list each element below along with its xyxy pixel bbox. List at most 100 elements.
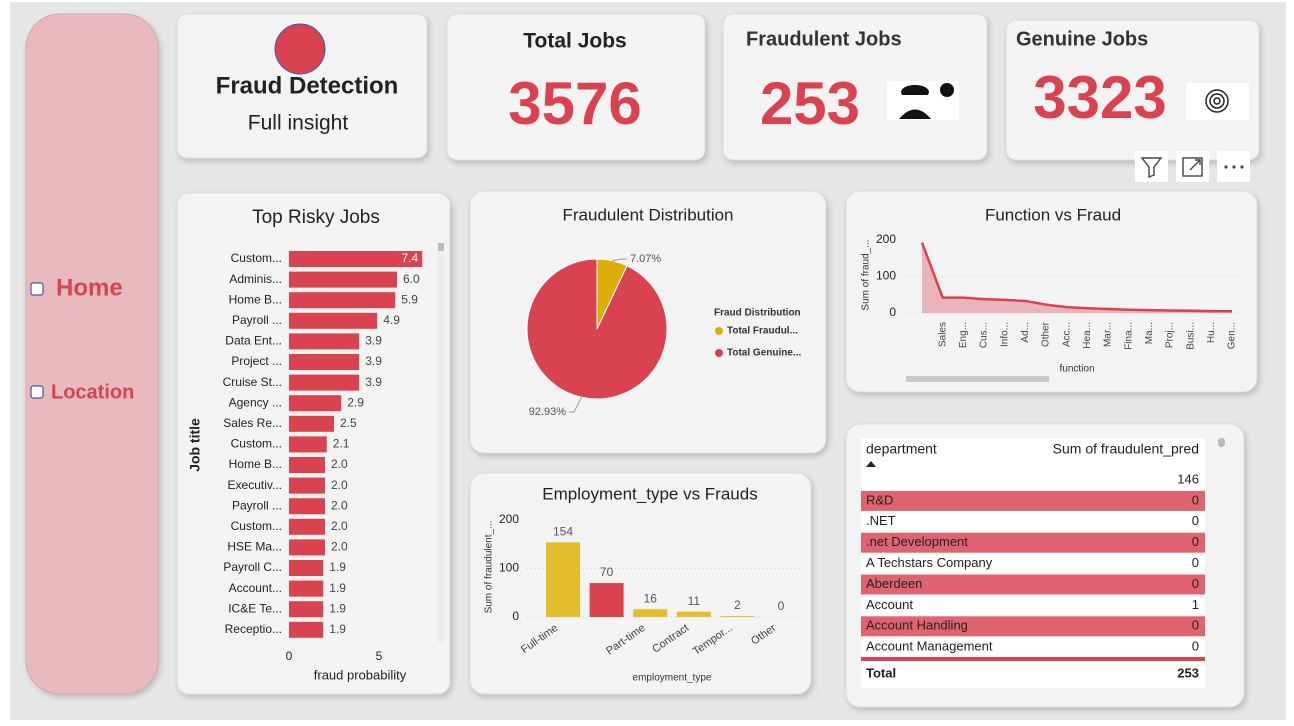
row-highlight bbox=[861, 616, 1205, 637]
legend-title: Fraud Distribution bbox=[714, 308, 801, 319]
x-tick-label: 0 bbox=[286, 649, 293, 663]
bar bbox=[289, 415, 334, 432]
y-tick-label: IC&E Te... bbox=[228, 601, 282, 615]
table-bg bbox=[861, 438, 1205, 688]
data-label: 2.5 bbox=[340, 416, 357, 430]
chart-card bbox=[845, 190, 1258, 393]
kpi-value: 3323 bbox=[1033, 64, 1166, 131]
nav-checkbox[interactable] bbox=[30, 385, 44, 399]
bar bbox=[289, 354, 360, 370]
table-cell: 0 bbox=[1192, 534, 1199, 549]
leader-line bbox=[569, 397, 583, 413]
legend-swatch bbox=[715, 327, 723, 335]
chart-card bbox=[469, 472, 812, 695]
kpi-card bbox=[722, 13, 988, 161]
x-tick-label: Mar... bbox=[1103, 322, 1114, 347]
data-label: 2.0 bbox=[331, 519, 348, 533]
x-tick-label: Gen... bbox=[1227, 322, 1238, 349]
data-label: 2.0 bbox=[331, 498, 348, 512]
x-tick-label: Fina... bbox=[1123, 322, 1134, 350]
scrollbar-thumb[interactable] bbox=[438, 243, 444, 251]
y-axis-label: Sum of fraud_... bbox=[861, 239, 872, 310]
y-tick-label: Custom... bbox=[231, 251, 282, 265]
scrollbar[interactable] bbox=[906, 376, 1049, 382]
legend-entry: Total Fraudul... bbox=[727, 326, 798, 337]
y-axis-label: Job title bbox=[187, 418, 203, 472]
bar bbox=[289, 436, 327, 453]
y-tick-label: Agency ... bbox=[229, 395, 282, 409]
table-cell: .NET bbox=[866, 513, 896, 528]
table-cell: 0 bbox=[1192, 639, 1199, 654]
bar bbox=[289, 518, 325, 535]
y-tick-label: Receptio... bbox=[225, 622, 282, 636]
x-tick-label: Busi... bbox=[1185, 322, 1196, 350]
visual-toolbar bbox=[1135, 151, 1250, 182]
kpi-title: Genuine Jobs bbox=[1016, 28, 1148, 50]
fingerprint-icon bbox=[1186, 83, 1249, 120]
bar bbox=[289, 374, 360, 391]
y-tick-label: HSE Ma... bbox=[227, 540, 282, 554]
data-label: 92.93% bbox=[529, 406, 567, 418]
bar bbox=[289, 312, 378, 329]
legend-swatch bbox=[715, 349, 723, 357]
kpi-title: Total Jobs bbox=[523, 30, 626, 53]
table-total: Total bbox=[866, 665, 896, 680]
table-cell: Account bbox=[866, 597, 913, 612]
leader-line bbox=[612, 258, 627, 262]
bar bbox=[289, 580, 324, 597]
x-tick-label: Sales bbox=[937, 322, 948, 347]
y-tick-label: Payroll C... bbox=[223, 560, 282, 574]
fraud-icon bbox=[887, 81, 959, 120]
x-axis-label: function bbox=[1059, 364, 1094, 375]
y-tick-label: 0 bbox=[512, 609, 519, 623]
table-cell: A Techstars Company bbox=[866, 555, 993, 570]
table-cell: .net Development bbox=[866, 534, 968, 549]
x-tick-label: Info... bbox=[999, 322, 1010, 347]
table-cell: Aberdeen bbox=[866, 576, 922, 591]
chart-title: Function vs Fraud bbox=[985, 205, 1121, 224]
scrollbar-thumb[interactable] bbox=[1218, 438, 1225, 447]
sort-arrow bbox=[866, 461, 876, 467]
data-label: 7.07% bbox=[630, 253, 661, 265]
y-tick-label: 0 bbox=[889, 305, 896, 319]
table-cell: 146 bbox=[1177, 471, 1199, 486]
y-tick-label: Custom... bbox=[231, 437, 282, 451]
data-label: 2.0 bbox=[331, 478, 348, 492]
bar bbox=[289, 395, 342, 412]
bar bbox=[289, 539, 325, 556]
bar bbox=[289, 601, 324, 618]
nav-home[interactable]: Home bbox=[56, 274, 123, 301]
bar bbox=[289, 498, 325, 515]
data-label: 3.9 bbox=[365, 334, 382, 348]
nav-location[interactable]: Location bbox=[51, 381, 134, 403]
y-tick-label: 200 bbox=[876, 232, 896, 246]
data-label: 1.9 bbox=[329, 622, 346, 636]
data-label: 2 bbox=[734, 598, 741, 612]
nav-checkbox[interactable] bbox=[30, 282, 44, 296]
x-tick-label: Proj... bbox=[1165, 322, 1176, 348]
header-subtitle: Full insight bbox=[248, 112, 349, 135]
data-label: 16 bbox=[644, 591, 658, 605]
table-cell: 0 bbox=[1192, 555, 1199, 570]
data-label: 0 bbox=[778, 599, 785, 613]
filter-button[interactable] bbox=[1135, 151, 1168, 182]
scrollbar[interactable] bbox=[438, 243, 444, 643]
column-header[interactable]: Sum of fraudulent_pred bbox=[1053, 441, 1199, 457]
table-cell: 0 bbox=[1192, 576, 1199, 591]
kpi-card bbox=[446, 13, 706, 161]
bar bbox=[289, 477, 325, 494]
bar bbox=[676, 611, 711, 617]
data-label: 11 bbox=[688, 594, 701, 608]
bar bbox=[289, 292, 396, 309]
column-header[interactable]: department bbox=[866, 441, 937, 457]
x-tick-label: Ma... bbox=[1144, 322, 1155, 344]
y-tick-label: 200 bbox=[499, 512, 519, 526]
data-label: 154 bbox=[553, 524, 573, 538]
x-axis-label: employment_type bbox=[633, 673, 712, 684]
bar bbox=[546, 542, 580, 617]
x-axis-label: fraud probability bbox=[314, 667, 407, 682]
bar bbox=[289, 457, 325, 473]
table-cell: R&D bbox=[866, 492, 893, 507]
kpi-title: Fraudulent Jobs bbox=[746, 28, 902, 50]
focus-button[interactable] bbox=[1176, 151, 1209, 182]
